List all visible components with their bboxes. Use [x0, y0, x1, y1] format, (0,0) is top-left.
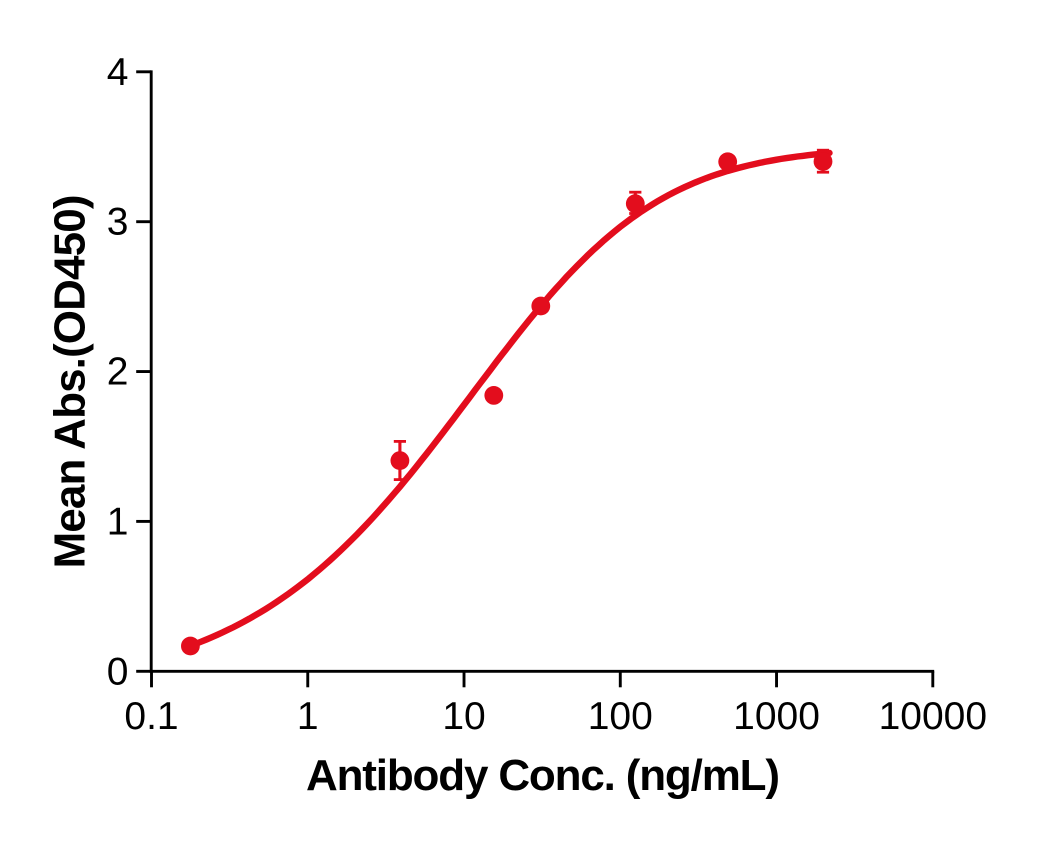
svg-text:0: 0 — [107, 650, 129, 693]
svg-text:4: 4 — [107, 51, 129, 94]
svg-text:2: 2 — [107, 351, 129, 394]
svg-text:Antibody Conc. (ng/mL): Antibody Conc. (ng/mL) — [306, 751, 780, 800]
svg-text:Mean Abs.(OD450): Mean Abs.(OD450) — [46, 195, 95, 569]
svg-text:10: 10 — [442, 695, 485, 738]
svg-text:1: 1 — [107, 500, 129, 543]
svg-text:1: 1 — [297, 695, 319, 738]
svg-text:1000: 1000 — [733, 695, 820, 738]
svg-text:0.1: 0.1 — [124, 695, 178, 738]
svg-text:100: 100 — [588, 695, 653, 738]
svg-text:3: 3 — [107, 201, 129, 244]
svg-text:10000: 10000 — [879, 695, 987, 738]
